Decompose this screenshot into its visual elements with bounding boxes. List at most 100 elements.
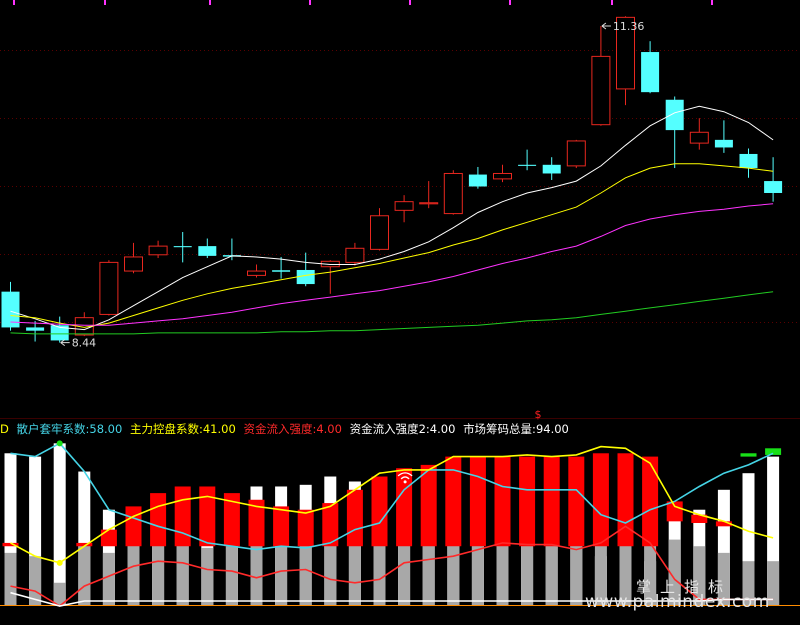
indicator-bar-group-25 — [617, 453, 634, 606]
legend-sanhu-label: 散户套牢系数: — [16, 422, 90, 436]
indicator-bar-group-19 — [469, 456, 486, 606]
legend-inflow2-value: 4.00 — [429, 422, 456, 436]
indicator-bar-group-4 — [100, 509, 117, 606]
candle-body — [173, 246, 192, 248]
white-bar — [29, 456, 42, 606]
red-bar — [494, 456, 511, 547]
gray-bar — [570, 534, 583, 606]
price-annotation-0: 11.36 — [601, 20, 645, 33]
indicator-line-sanhu — [10, 442, 774, 551]
indicator-bar-group-20 — [494, 456, 511, 606]
wifi-arc-inner — [400, 476, 410, 480]
legend-chip-value: 94.00 — [535, 422, 569, 436]
candle-body — [542, 164, 561, 174]
red-bar — [76, 542, 93, 547]
candle-body — [296, 269, 315, 285]
price-grid — [0, 50, 800, 323]
red-bar — [543, 456, 560, 547]
red-bar — [199, 486, 216, 547]
candle-body — [764, 181, 783, 193]
candle-5 — [124, 242, 143, 274]
gray-bar — [496, 539, 509, 606]
candle-29 — [714, 120, 733, 153]
red-bar — [248, 499, 265, 547]
candle-2 — [50, 316, 69, 343]
gray-bar — [471, 539, 484, 606]
candle-body — [518, 164, 537, 166]
gray-bar — [521, 534, 534, 606]
legend-inflow-value: 4.00 — [316, 422, 342, 436]
indicator-bar-group-10 — [248, 486, 265, 606]
gray-bar — [668, 539, 681, 606]
indicator-bar-group-9 — [223, 493, 240, 606]
red-bar — [715, 521, 732, 527]
candle-30 — [739, 148, 758, 178]
legend-inflow2-label: 资金流入强度2: — [349, 422, 430, 436]
candle-7 — [173, 232, 192, 263]
indicator-bar-group-7 — [174, 486, 191, 606]
red-bar — [568, 456, 585, 547]
annotation-label: 11.36 — [613, 20, 645, 33]
candle-10 — [247, 264, 266, 278]
annotation-label: 8.44 — [72, 337, 97, 350]
candle-body — [419, 202, 439, 205]
candle-body — [370, 215, 389, 250]
gray-bar — [102, 552, 115, 606]
legend-sanhu-value: 58.00 — [89, 422, 123, 436]
gray-bar — [422, 544, 435, 606]
red-bar — [420, 464, 437, 547]
candle-body — [345, 247, 365, 263]
indicator-bar-group-29 — [715, 489, 732, 606]
indicator-bar-group-3 — [76, 471, 93, 606]
top-ticks — [13, 0, 713, 5]
candle-23 — [566, 139, 586, 169]
gray-bar — [693, 546, 706, 606]
gray-bar — [545, 539, 558, 606]
candle-24 — [591, 26, 611, 126]
indicator-bar-group-6 — [150, 493, 167, 606]
candle-14 — [345, 242, 365, 266]
candle-18 — [443, 170, 463, 215]
indicator-bar-group-14 — [346, 481, 363, 606]
legend-inflow-label: 资金流入强度: — [243, 422, 317, 436]
candle-21 — [518, 149, 537, 171]
candle-28 — [689, 118, 709, 150]
watermark-url: www.palmindex.com — [585, 592, 770, 612]
red-bar — [2, 542, 19, 547]
wifi-dot — [403, 480, 407, 484]
gray-bar — [201, 547, 214, 606]
indicator-line-inflow2 — [10, 591, 774, 607]
candle-body — [739, 153, 758, 169]
gray-bar — [447, 544, 460, 606]
indicator-bar-group-23 — [568, 456, 585, 606]
indicator-bar-group-16 — [396, 468, 413, 606]
turning-point-dot — [56, 440, 63, 447]
indicator-bar-group-17 — [420, 464, 437, 606]
candle-6 — [148, 240, 168, 259]
red-bar — [273, 506, 290, 547]
candle-body — [148, 245, 168, 256]
legend-prefix: D — [0, 422, 9, 436]
gray-bar — [176, 544, 189, 606]
red-bar — [174, 486, 191, 547]
indicator-legend: D 散户套牢系数:58.00 主力控盘系数:41.00 资金流入强度:4.00 … — [0, 421, 573, 437]
candle-22 — [542, 157, 561, 180]
gray-bar — [594, 531, 607, 606]
candle-16 — [394, 195, 414, 223]
ma-line-ma2 — [10, 163, 774, 328]
candle-body — [566, 140, 586, 167]
gray-bar — [644, 531, 657, 606]
candle-19 — [468, 166, 487, 189]
candle-13 — [320, 260, 340, 294]
legend-chip-label: 市场筹码总量: — [463, 422, 536, 436]
red-bar — [150, 493, 167, 547]
gray-bar — [53, 582, 66, 606]
candle-body — [198, 246, 217, 256]
red-bar — [445, 456, 462, 547]
candle-9 — [222, 238, 241, 261]
gray-bar — [742, 561, 755, 606]
gray-bar — [225, 544, 238, 606]
green-bar-1 — [765, 448, 782, 455]
indicator-line-inflow — [10, 525, 774, 607]
